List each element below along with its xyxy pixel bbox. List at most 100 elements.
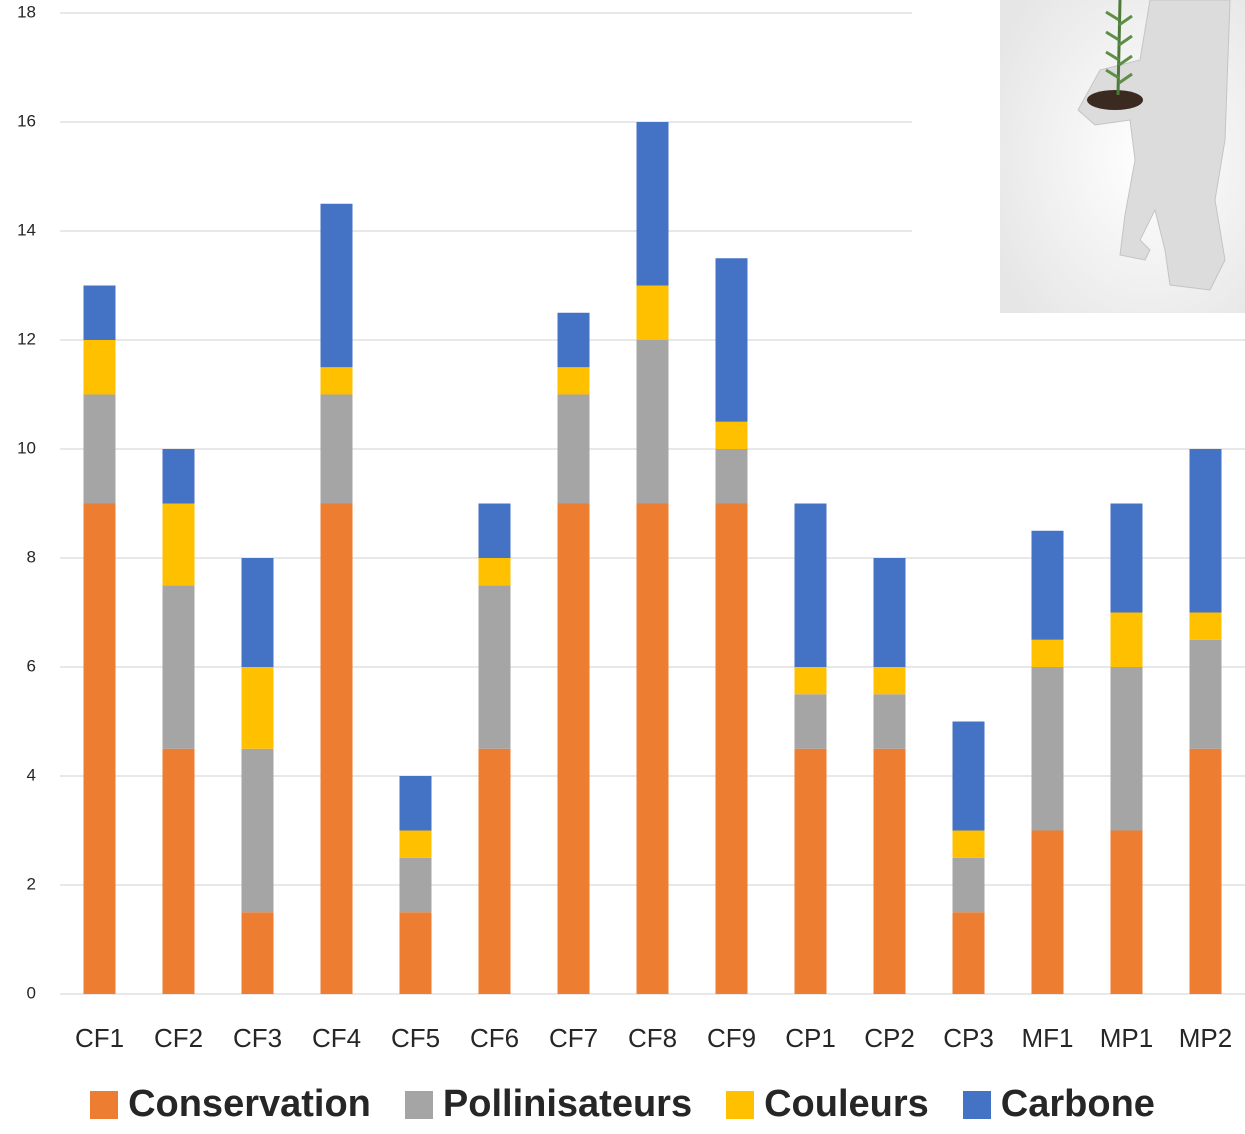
bar-segment <box>1110 667 1143 831</box>
bar-segment <box>1031 530 1064 640</box>
plant-stem <box>1116 0 1122 96</box>
bar-segment <box>1189 639 1222 749</box>
bar-segment <box>478 558 511 586</box>
legend-label: Carbone <box>1000 1083 1155 1125</box>
bar-segment <box>794 748 827 994</box>
bar-segment <box>1189 612 1222 640</box>
x-tick-label: CF3 <box>233 1023 282 1053</box>
bar-segment <box>320 367 353 395</box>
plant-leaf <box>1118 34 1133 47</box>
bar-segment <box>557 503 590 994</box>
bar-segment <box>399 830 432 858</box>
bar-segment <box>162 449 195 504</box>
bar-segment <box>636 285 669 340</box>
y-tick-label: 12 <box>17 329 36 348</box>
bar-segment <box>320 203 353 368</box>
bar-segment <box>1031 667 1064 831</box>
bar-segment <box>399 857 432 913</box>
bar-segment <box>320 503 353 994</box>
legend-label: Pollinisateurs <box>442 1083 693 1125</box>
bar-segment <box>715 503 748 994</box>
bar-segment <box>83 503 116 994</box>
legend-swatch <box>404 1090 433 1119</box>
bar-segment <box>715 421 748 449</box>
bar-segment <box>1031 639 1064 667</box>
y-tick-label: 2 <box>27 874 36 893</box>
bar-segment <box>320 394 353 504</box>
bar-segment <box>715 449 748 504</box>
x-tick-label: CP3 <box>943 1023 994 1053</box>
bar-segment <box>794 667 827 695</box>
x-tick-label: CF2 <box>154 1023 203 1053</box>
plant-leaf <box>1118 72 1133 85</box>
x-tick-label: CF4 <box>312 1023 361 1053</box>
legend-label: Couleurs <box>764 1083 929 1125</box>
bar-segment <box>83 285 116 340</box>
x-tick-label: CF5 <box>391 1023 440 1053</box>
x-tick-label: CF6 <box>470 1023 519 1053</box>
bar-segment <box>952 721 985 831</box>
bar-segment <box>715 258 748 422</box>
bar-segment <box>1110 612 1143 667</box>
bar-segment <box>83 394 116 504</box>
y-tick-label: 10 <box>17 438 36 457</box>
bar-segment <box>1110 503 1143 613</box>
bar-segment <box>162 503 195 586</box>
bar-segment <box>162 748 195 994</box>
illustration <box>912 0 1245 313</box>
bar-segment <box>478 748 511 994</box>
bar-segment <box>873 694 906 749</box>
bar-segment <box>1189 449 1222 613</box>
figure-body <box>1077 0 1231 291</box>
y-tick-label: 6 <box>27 656 36 675</box>
legend-item: Couleurs <box>726 1083 929 1126</box>
legend-swatch <box>90 1090 119 1119</box>
plant-leaf <box>1105 68 1120 80</box>
bar-segment <box>399 912 432 994</box>
y-tick-label: 18 <box>17 2 36 21</box>
soil <box>1087 90 1143 110</box>
plant-leaf <box>1118 54 1133 67</box>
bar-segment <box>557 394 590 504</box>
plant-leaf <box>1105 30 1120 42</box>
bar-segment <box>557 367 590 395</box>
y-tick-label: 14 <box>17 220 36 239</box>
bar-segment <box>557 312 590 368</box>
bar-segment <box>873 748 906 994</box>
bar-segment <box>794 503 827 667</box>
legend-item: Carbone <box>962 1083 1155 1126</box>
bar-segment <box>399 776 432 831</box>
y-tick-label: 16 <box>17 111 36 130</box>
bar-segment <box>636 340 669 504</box>
bar-segment <box>83 340 116 395</box>
bar-segment <box>241 748 274 913</box>
bar-segment <box>478 585 511 749</box>
x-tick-label: CP1 <box>785 1023 836 1053</box>
plant-leaf <box>1118 14 1133 27</box>
x-tick-label: MP2 <box>1179 1023 1232 1053</box>
legend-swatch <box>726 1090 755 1119</box>
bar-segment <box>636 503 669 994</box>
bar-segment <box>952 830 985 858</box>
chart: 0 2 4 6 8 10 12 14 16 18 CF1 CF2 CF3 CF4 CF5 CF6 CF7 CF8 C… <box>17 0 1245 1053</box>
x-tick-label: CF9 <box>707 1023 756 1053</box>
legend-item: Pollinisateurs <box>404 1083 693 1126</box>
x-tick-label: CF7 <box>549 1023 598 1053</box>
bar-segment <box>1189 748 1222 994</box>
bar-segment <box>1110 830 1143 994</box>
y-tick-label: 8 <box>27 547 36 566</box>
bar-segment <box>952 857 985 913</box>
bar-segment <box>794 694 827 749</box>
legend-label: Conservation <box>128 1083 371 1125</box>
x-tick-label: CF1 <box>75 1023 124 1053</box>
y-tick-label: 0 <box>27 983 36 1002</box>
bar-segment <box>636 122 669 286</box>
x-tick-label: MP1 <box>1100 1023 1153 1053</box>
x-tick-label: CP2 <box>864 1023 915 1053</box>
legend-swatch <box>962 1090 991 1119</box>
bar-segment <box>478 503 511 558</box>
bar-segment <box>241 558 274 667</box>
bar-segment <box>162 585 195 749</box>
legend: Conservation Pollinisateurs Couleurs Carbon… <box>0 1075 1245 1134</box>
